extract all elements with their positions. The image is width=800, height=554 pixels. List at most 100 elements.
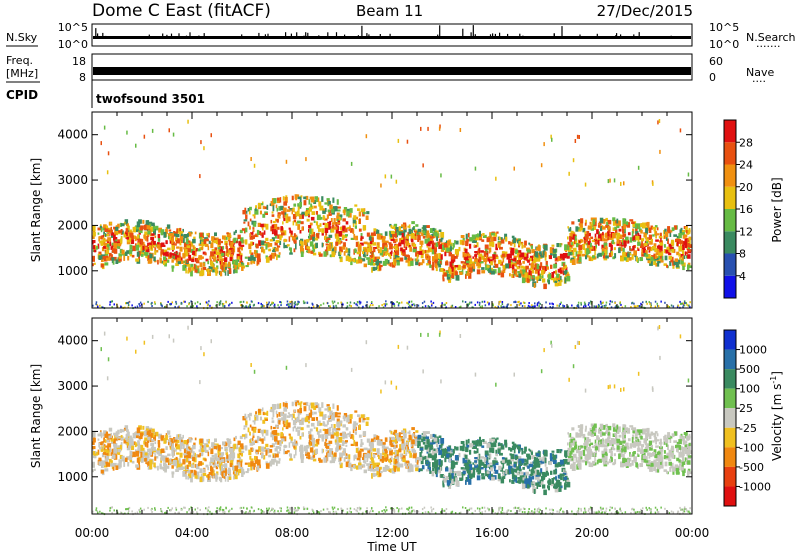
power-cell xyxy=(472,256,475,259)
velocity-cell xyxy=(426,431,430,434)
power-cell xyxy=(366,242,370,245)
power-cell xyxy=(131,254,135,258)
power-cell xyxy=(107,237,112,242)
power-cell xyxy=(234,259,239,266)
power-cell xyxy=(585,242,588,246)
velocity-cell xyxy=(314,402,318,406)
velocity-cell xyxy=(515,444,519,448)
power-cell xyxy=(285,220,289,224)
velocity-cell xyxy=(426,439,430,445)
velocity-cell xyxy=(210,448,214,455)
power-cell xyxy=(411,233,415,239)
power-cell xyxy=(142,249,147,252)
power-cell xyxy=(142,241,145,246)
power-cell xyxy=(384,251,386,255)
power-cell xyxy=(330,218,333,222)
nave-dotted-key: ···· xyxy=(752,75,766,88)
power-cell xyxy=(401,237,403,240)
freq-tick-bottom: 8 xyxy=(79,71,86,84)
power-cell xyxy=(123,234,127,238)
power-cell xyxy=(289,252,293,255)
power-cell xyxy=(289,229,292,234)
power-cell xyxy=(396,257,400,261)
velocity-cell xyxy=(685,432,688,439)
power-cell xyxy=(452,242,455,248)
velocity-cell xyxy=(557,488,560,492)
power-cell xyxy=(107,242,111,246)
velocity-cell xyxy=(533,471,536,474)
velocity-cell xyxy=(321,448,324,454)
velocity-cell xyxy=(117,436,122,439)
power-cell xyxy=(526,253,529,258)
power-cell xyxy=(601,244,606,250)
colorbar-tick-label: 20 xyxy=(739,181,753,194)
velocity-cell xyxy=(410,464,414,468)
power-cell xyxy=(343,207,348,212)
power-cell xyxy=(97,305,99,308)
power-cell xyxy=(495,247,498,251)
power-cell xyxy=(180,302,182,305)
velocity-cell xyxy=(686,461,688,465)
power-cell xyxy=(109,222,112,225)
nsky-spike xyxy=(494,33,496,38)
power-cell xyxy=(356,251,361,255)
power-cell xyxy=(277,234,281,239)
power-cell xyxy=(609,303,611,306)
power-cell xyxy=(531,249,535,254)
power-cell xyxy=(455,275,460,281)
power-cell xyxy=(269,254,273,261)
power-cell xyxy=(225,236,228,240)
power-cell xyxy=(368,305,371,308)
velocity-cell xyxy=(458,452,461,458)
power-cell xyxy=(576,227,580,231)
power-cell xyxy=(299,197,302,203)
power-cell xyxy=(409,305,412,308)
velocity-cell xyxy=(161,466,165,470)
power-colorbar-label: Power [dB] xyxy=(770,177,784,242)
power-cell xyxy=(588,302,590,304)
power-cell xyxy=(406,259,408,263)
velocity-cell xyxy=(605,453,608,456)
velocity-cell xyxy=(218,456,223,461)
power-cell xyxy=(473,263,476,269)
power-cell xyxy=(666,246,670,252)
power-cell xyxy=(289,208,293,211)
power-cell xyxy=(624,305,627,308)
velocity-cell xyxy=(648,456,651,459)
power-cell xyxy=(649,246,653,252)
velocity-cell xyxy=(405,452,408,456)
power-cell xyxy=(627,232,631,236)
power-cell xyxy=(216,301,218,304)
power-cell xyxy=(509,273,511,277)
power-cell xyxy=(255,205,257,209)
power-cell xyxy=(139,304,141,307)
power-cell xyxy=(418,262,421,267)
power-cell xyxy=(219,271,223,277)
velocity-cell xyxy=(235,472,239,475)
power-cell xyxy=(657,261,660,267)
power-cell xyxy=(518,262,522,266)
power-cell xyxy=(163,231,167,238)
velocity-cell xyxy=(612,423,616,428)
power-cell xyxy=(304,301,306,304)
power-cell xyxy=(631,301,634,304)
power-cell xyxy=(127,237,132,243)
power-cell xyxy=(608,228,611,234)
power-cell xyxy=(514,300,517,303)
velocity-cell xyxy=(336,405,339,411)
velocity-cell xyxy=(347,419,352,424)
velocity-cell xyxy=(586,450,591,457)
power-cell xyxy=(627,253,630,258)
power-cell xyxy=(461,240,465,246)
power-cell xyxy=(329,220,332,226)
velocity-cell xyxy=(543,450,548,457)
power-cell xyxy=(491,232,495,236)
power-cell xyxy=(536,278,539,283)
velocity-cell xyxy=(323,457,327,463)
power-cell xyxy=(269,304,272,307)
power-cell xyxy=(577,229,582,232)
power-cell xyxy=(179,235,184,240)
power-cell xyxy=(205,258,209,262)
power-cell xyxy=(536,257,541,262)
power-cell xyxy=(339,251,342,255)
